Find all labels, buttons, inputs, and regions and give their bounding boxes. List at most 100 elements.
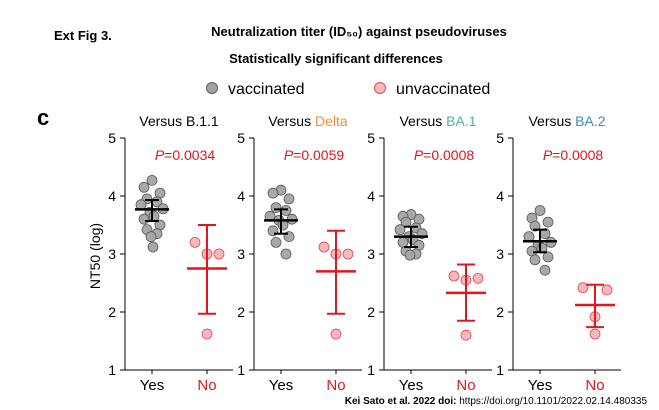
y-tick-label: 1 — [237, 362, 245, 378]
point-unvaccinated — [201, 328, 213, 340]
p-value-label: P=0.0008 — [414, 147, 475, 163]
point-vaccinated — [529, 254, 541, 266]
x-tick-label-no: No — [585, 377, 604, 394]
panel-title-variant: B.1.1 — [186, 113, 219, 129]
y-tick-label: 3 — [108, 246, 116, 262]
legend-label-vaccinated: vaccinated — [228, 81, 305, 98]
p-symbol: P — [414, 147, 424, 163]
panel-letter: c — [37, 105, 49, 130]
y-tick-label: 4 — [496, 188, 504, 204]
y-tick-label: 5 — [496, 130, 504, 146]
point-vaccinated — [267, 187, 279, 199]
point-unvaccinated — [577, 282, 589, 294]
x-tick-label-yes: Yes — [399, 377, 423, 394]
point-unvaccinated — [318, 241, 330, 253]
y-tick-label: 5 — [367, 130, 375, 146]
point-unvaccinated — [342, 248, 354, 260]
panel-title: Versus B.1.1 — [139, 113, 219, 129]
y-tick-label: 5 — [237, 130, 245, 146]
point-vaccinated — [147, 241, 159, 253]
point-unvaccinated — [460, 329, 472, 341]
y-tick-label: 1 — [496, 362, 504, 378]
x-tick-label-yes: Yes — [528, 377, 552, 394]
figure-title: Neutralization titer (ID₅₀) against pseu… — [211, 24, 507, 39]
point-vaccinated — [542, 251, 554, 263]
point-vaccinated — [146, 174, 158, 186]
panel-title: Versus BA.2 — [528, 113, 605, 129]
p-value-label: P=0.0059 — [284, 147, 345, 163]
y-tick-label: 4 — [367, 188, 375, 204]
x-tick-label-no: No — [456, 377, 475, 394]
y-tick-label: 4 — [237, 188, 245, 204]
p-number: =0.0059 — [293, 147, 344, 163]
y-tick-label: 2 — [367, 304, 375, 320]
figure-subtitle: Statistically significant differences — [229, 51, 443, 66]
point-vaccinated — [280, 205, 292, 216]
credit-authors: Kei Sato et al. 2022 doi: — [345, 396, 457, 407]
point-vaccinated — [270, 202, 282, 214]
point-vaccinated — [138, 213, 150, 225]
panel-4: Versus BA.2 1 2 3 4 5 Yes No P=0.0008 — [496, 113, 621, 394]
y-axis-title: NT50 (log) — [87, 223, 103, 289]
point-vaccinated — [138, 181, 150, 193]
y-tick-label: 2 — [496, 304, 504, 320]
panel-title-prefix: Versus — [139, 113, 186, 129]
point-vaccinated — [534, 205, 546, 216]
p-number: =0.0034 — [164, 147, 215, 163]
panel-title: Versus Delta — [268, 113, 348, 129]
point-unvaccinated — [330, 328, 342, 340]
point-vaccinated — [145, 231, 157, 243]
point-vaccinated — [539, 264, 551, 276]
p-number: =0.0008 — [552, 147, 603, 163]
point-unvaccinated — [213, 248, 225, 260]
y-tick-label: 2 — [237, 304, 245, 320]
panel-title: Versus BA.1 — [399, 113, 476, 129]
panel-title-prefix: Versus — [528, 113, 575, 129]
point-unvaccinated — [589, 328, 601, 340]
y-tick-label: 1 — [108, 362, 116, 378]
p-number: =0.0008 — [423, 147, 474, 163]
point-vaccinated — [270, 236, 282, 248]
p-symbol: P — [155, 147, 165, 163]
point-vaccinated — [394, 224, 406, 236]
legend: vaccinated unvaccinated — [206, 81, 490, 98]
point-vaccinated — [148, 210, 160, 222]
p-value-label: P=0.0008 — [543, 147, 604, 163]
y-tick-label: 2 — [108, 304, 116, 320]
legend-marker-unvaccinated — [374, 82, 386, 94]
legend-marker-vaccinated — [206, 82, 218, 94]
panel-1: Versus B.1.1 1 2 3 4 5 Yes No P=0.0034 — [108, 113, 233, 394]
panel-title-prefix: Versus — [399, 113, 446, 129]
point-unvaccinated — [448, 270, 460, 282]
panel-3: Versus BA.1 1 2 3 4 5 Yes No P=0.0008 — [367, 113, 492, 394]
point-vaccinated — [283, 193, 295, 205]
p-value-label: P=0.0034 — [155, 147, 216, 163]
credit-line: Kei Sato et al. 2022 doi: https://doi.or… — [345, 396, 648, 407]
x-tick-label-yes: Yes — [269, 377, 293, 394]
p-symbol: P — [284, 147, 294, 163]
point-unvaccinated — [472, 272, 484, 284]
y-tick-label: 1 — [367, 362, 375, 378]
point-unvaccinated — [601, 284, 613, 296]
p-symbol: P — [543, 147, 553, 163]
y-tick-label: 3 — [367, 246, 375, 262]
point-vaccinated — [542, 216, 554, 228]
figure-label: Ext Fig 3. — [54, 28, 112, 43]
panel-title-variant: BA.2 — [575, 113, 606, 129]
panel-title-prefix: Versus — [268, 113, 315, 129]
x-tick-label-no: No — [326, 377, 345, 394]
x-tick-label-no: No — [197, 377, 216, 394]
point-unvaccinated — [189, 236, 201, 248]
y-tick-label: 3 — [496, 246, 504, 262]
y-tick-label: 5 — [108, 130, 116, 146]
point-vaccinated — [404, 249, 416, 261]
y-tick-label: 4 — [108, 188, 116, 204]
credit-doi-link[interactable]: https://doi.org/10.1101/2022.02.14.48033… — [459, 396, 647, 407]
legend-label-unvaccinated: unvaccinated — [396, 81, 490, 98]
y-tick-label: 3 — [237, 246, 245, 262]
panel-title-variant: BA.1 — [446, 113, 477, 129]
panel-title-variant: Delta — [315, 113, 348, 129]
point-vaccinated — [280, 248, 292, 260]
